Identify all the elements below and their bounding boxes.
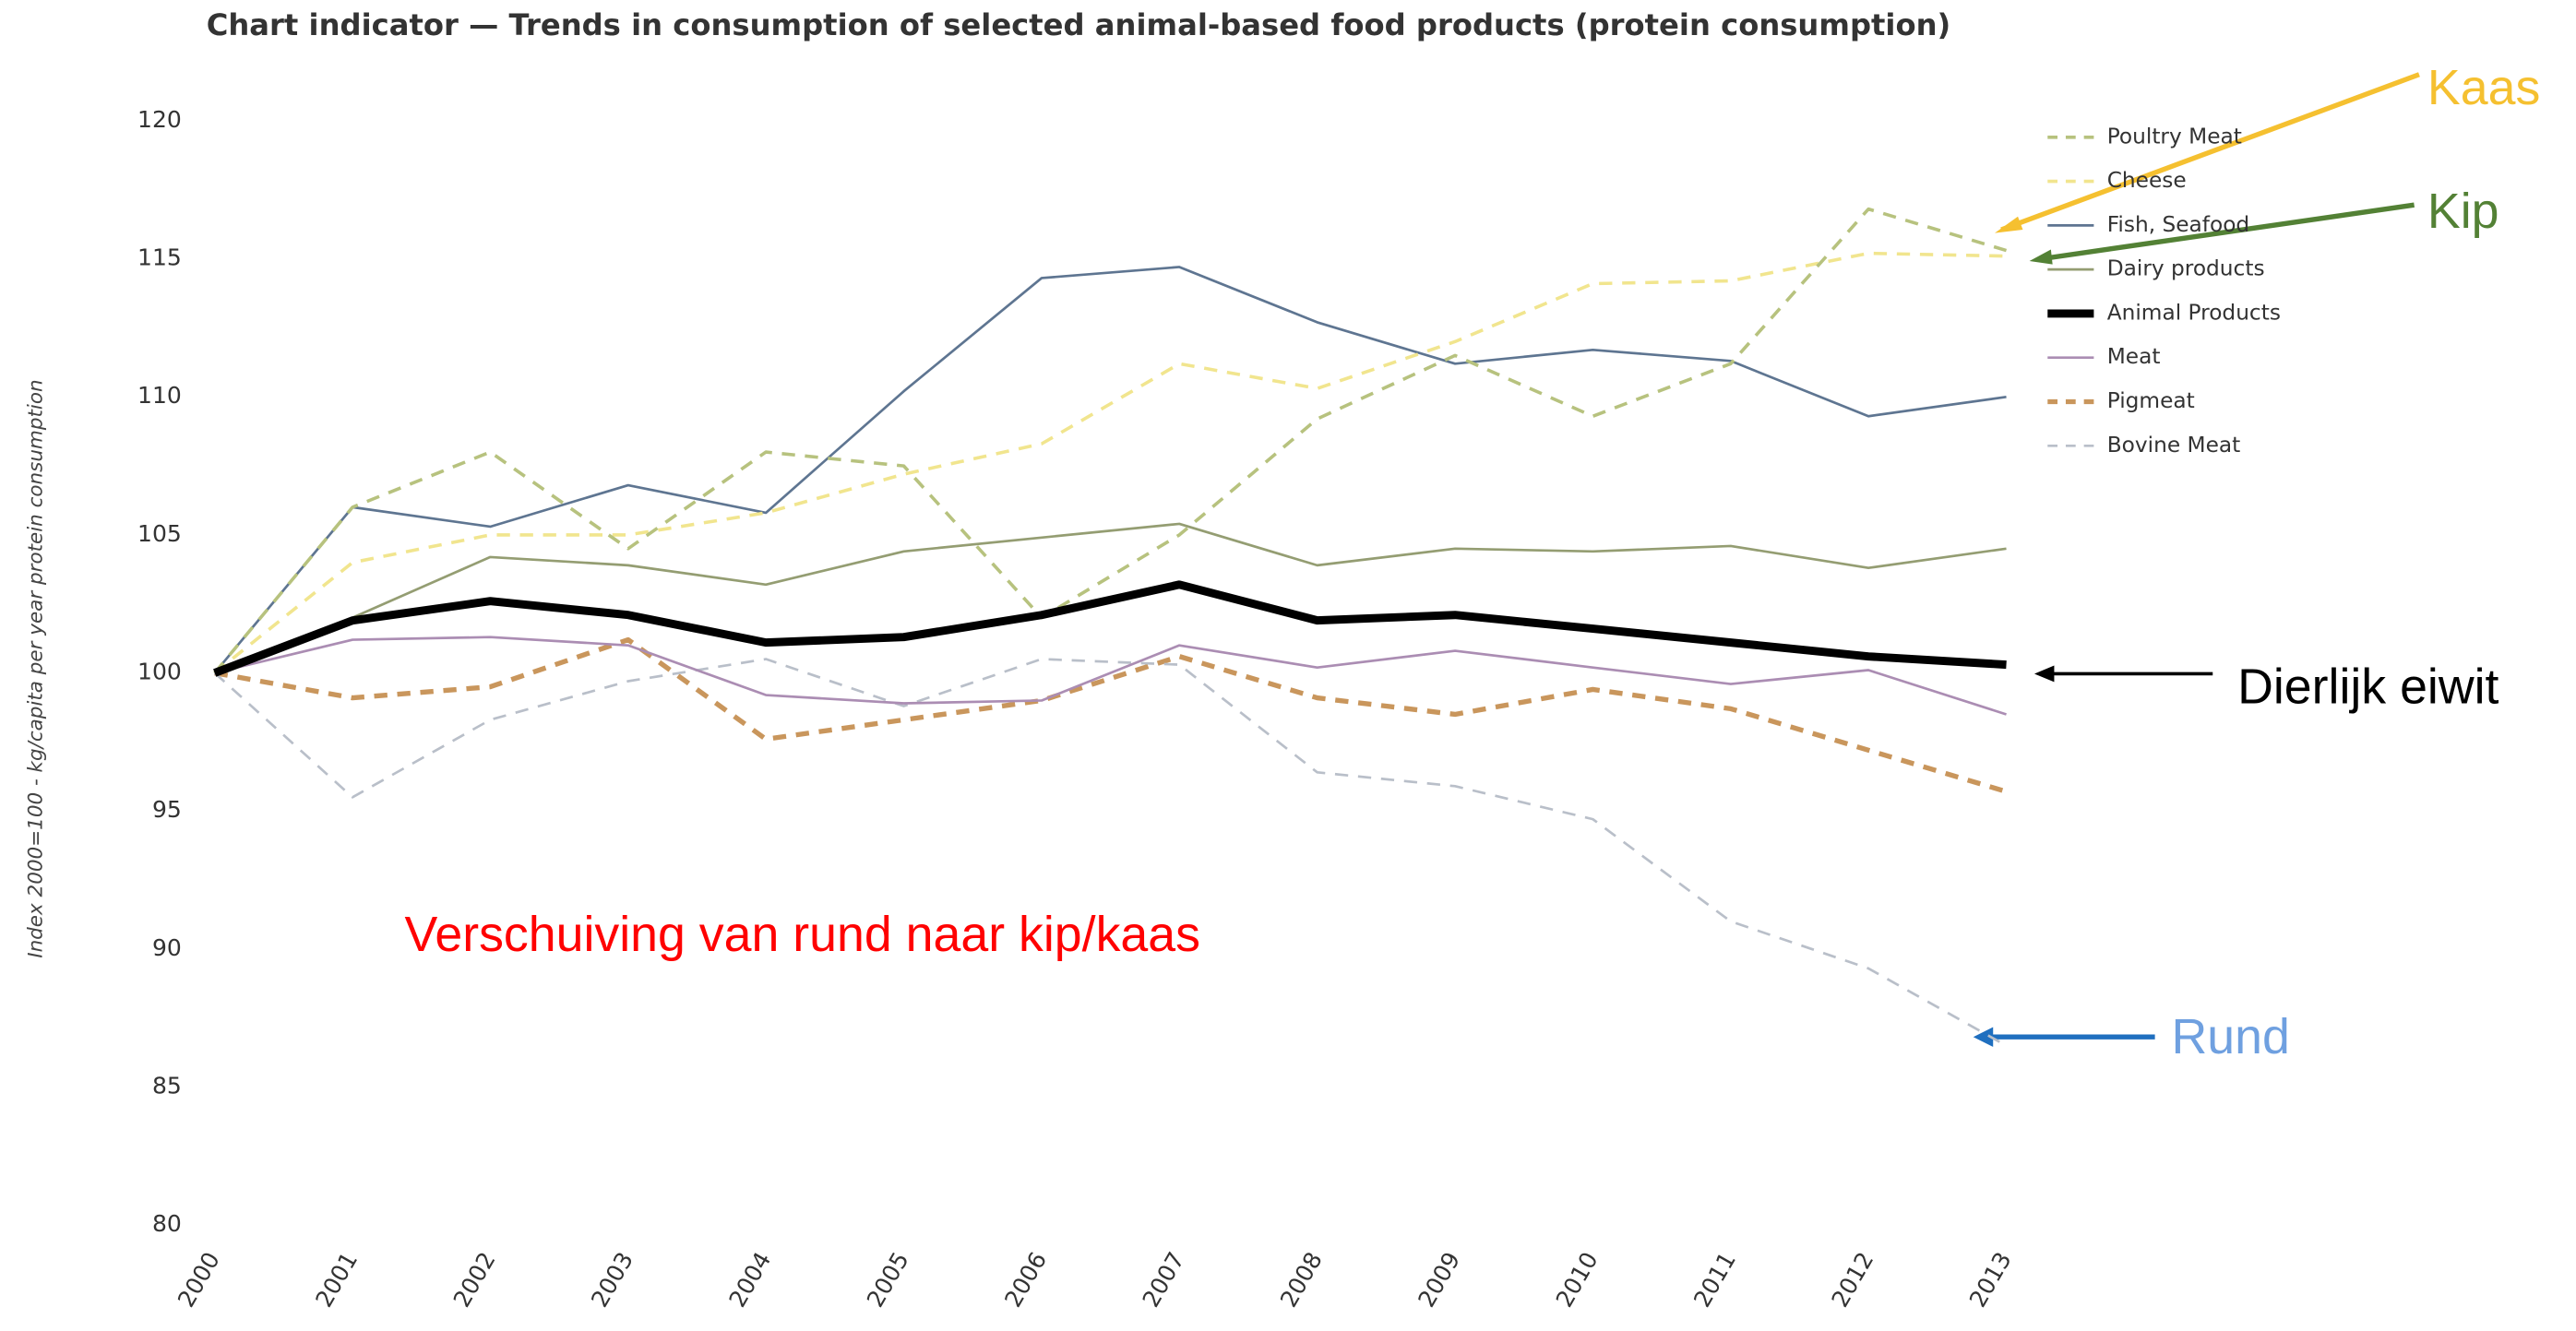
series-line (214, 636, 2008, 794)
x-tick-label: 2009 (1413, 1247, 1465, 1312)
x-tick-label: 2001 (310, 1247, 363, 1312)
arrow-head (1973, 1027, 1994, 1047)
arrows (1973, 72, 2420, 1047)
annotation: Verschuiving van rund naar kip/kaas (404, 907, 1200, 962)
legend-label: Bovine Meat (2107, 433, 2241, 458)
x-tick-label: 2004 (723, 1247, 776, 1312)
arrow (2037, 202, 2415, 262)
series-line (213, 266, 2007, 674)
legend-label: Poultry Meat (2107, 124, 2242, 149)
annotation: Rund (2172, 1009, 2290, 1064)
y-tick-label: 105 (137, 520, 182, 547)
y-tick-label: 110 (137, 382, 182, 409)
series-line (213, 207, 2008, 674)
arrow-head (2029, 249, 2053, 265)
legend-label: Pigmeat (2107, 388, 2195, 413)
x-tick-label: 2003 (586, 1247, 638, 1312)
y-tick-label: 90 (152, 934, 182, 961)
arrow-head (1995, 216, 2023, 233)
y-tick-label: 95 (152, 796, 182, 823)
title-box: Chart indicator — Trends in consumption … (206, 8, 1951, 43)
x-tick-label: 2008 (1275, 1247, 1328, 1312)
chart-title: Chart indicator — Trends in consumption … (206, 8, 1951, 43)
legend-label: Cheese (2107, 168, 2187, 193)
x-tick-label: 2002 (448, 1247, 501, 1312)
legend-label: Fish, Seafood (2107, 212, 2249, 237)
x-tick-label: 2006 (999, 1247, 1052, 1312)
x-tick-label: 2013 (1964, 1247, 2017, 1312)
y-tick-label: 80 (152, 1210, 182, 1237)
annotation: Kip (2427, 184, 2499, 239)
series-line (214, 636, 2007, 716)
x-tick-label: 2012 (1826, 1247, 1878, 1312)
annotation: Dierlijk eiwit (2237, 660, 2498, 715)
y-tick-label: 100 (137, 659, 182, 685)
arrow (2000, 72, 2420, 232)
y-tick-label: 115 (137, 244, 182, 271)
series-line (213, 251, 2007, 674)
legend-label: Meat (2107, 344, 2161, 369)
legend-label: Animal Products (2107, 300, 2281, 325)
series-line (213, 580, 2007, 677)
x-tick-label: 2010 (1551, 1247, 1604, 1312)
y-axis-label: Index 2000=100 - kg/capita per year prot… (24, 379, 47, 957)
y-tick-label: 85 (152, 1073, 182, 1099)
x-tick-label: 2007 (1138, 1247, 1190, 1312)
y-tick-label: 120 (137, 106, 182, 133)
series-line (213, 658, 2008, 1047)
x-tick-label: 2011 (1688, 1247, 1741, 1312)
legend-label: Dairy products (2107, 256, 2265, 281)
arrow-head (2033, 665, 2055, 683)
series-line (214, 522, 2007, 674)
x-tick-label: 2000 (173, 1247, 225, 1312)
annotation: Kaas (2427, 60, 2540, 115)
x-tick-label: 2005 (862, 1247, 914, 1312)
